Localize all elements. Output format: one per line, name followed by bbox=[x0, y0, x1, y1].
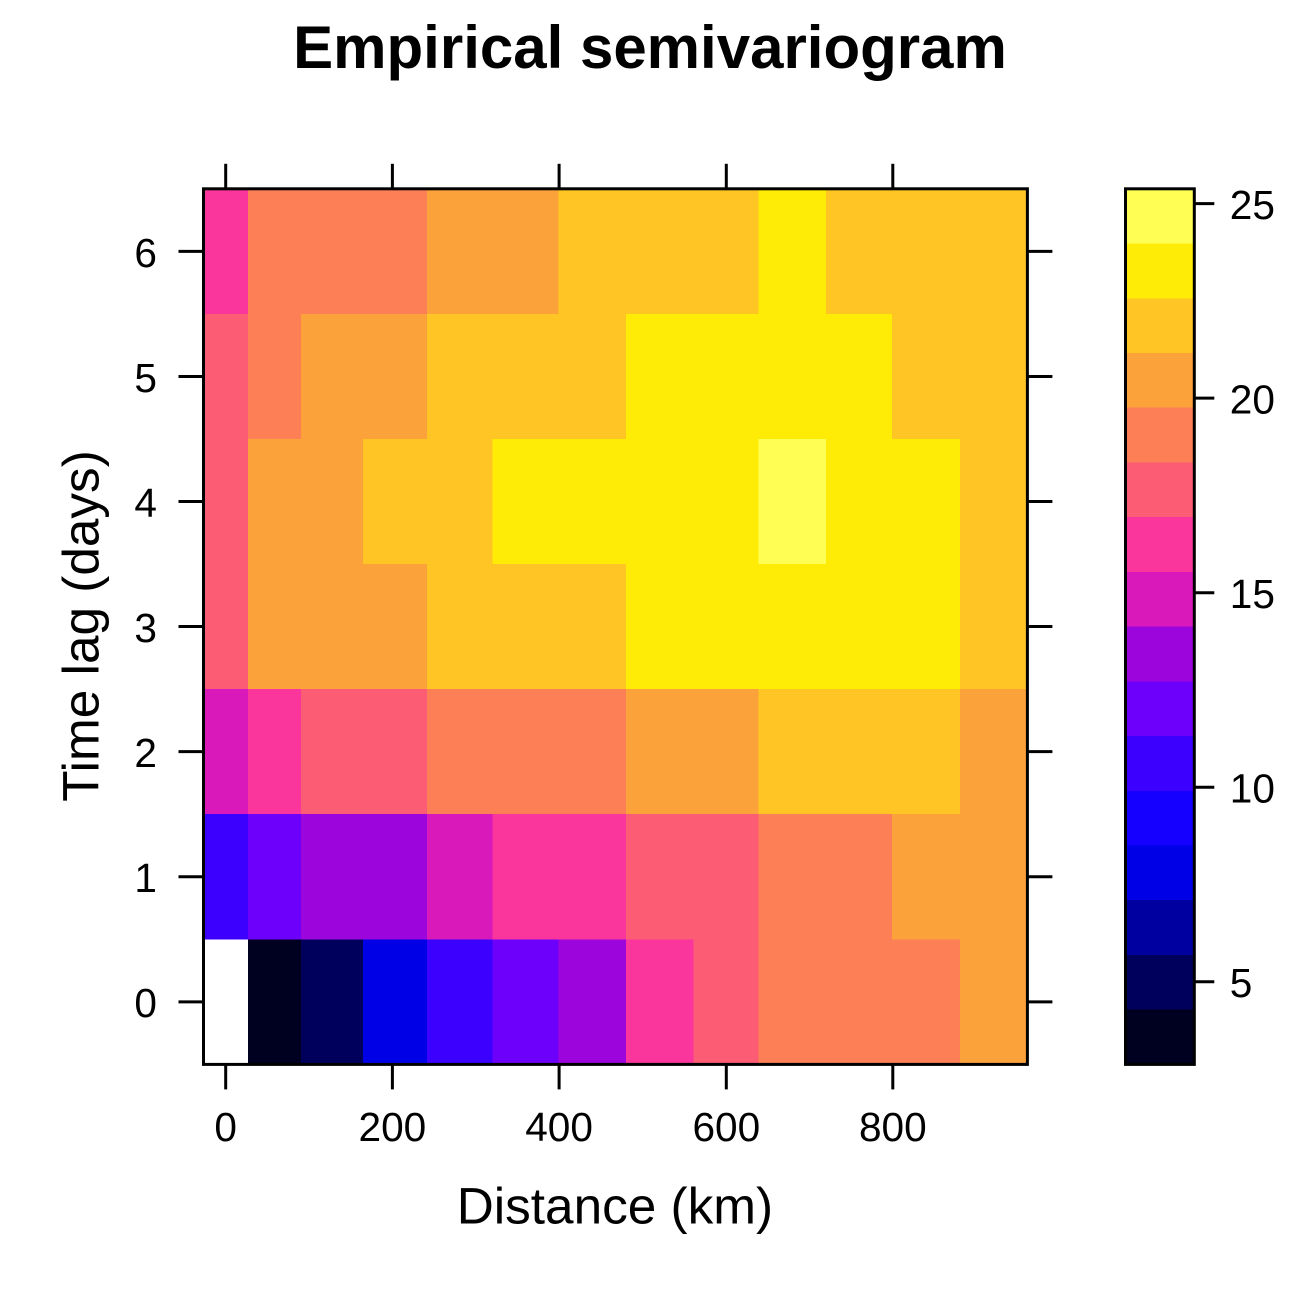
svg-text:Distance (km): Distance (km) bbox=[457, 1178, 773, 1235]
svg-text:25: 25 bbox=[1230, 182, 1275, 228]
svg-text:1: 1 bbox=[134, 855, 157, 901]
svg-text:5: 5 bbox=[134, 355, 157, 401]
svg-text:400: 400 bbox=[525, 1104, 593, 1150]
svg-text:0: 0 bbox=[134, 980, 157, 1026]
svg-text:2: 2 bbox=[134, 730, 157, 776]
svg-text:15: 15 bbox=[1230, 571, 1275, 617]
svg-text:5: 5 bbox=[1230, 960, 1253, 1006]
svg-text:4: 4 bbox=[134, 480, 157, 526]
svg-text:6: 6 bbox=[134, 230, 157, 276]
svg-text:0: 0 bbox=[214, 1104, 237, 1150]
svg-text:800: 800 bbox=[859, 1104, 927, 1150]
svg-text:3: 3 bbox=[134, 605, 157, 651]
svg-text:20: 20 bbox=[1230, 377, 1275, 423]
svg-text:Time lag (days): Time lag (days) bbox=[53, 450, 110, 802]
svg-text:200: 200 bbox=[359, 1104, 427, 1150]
svg-text:600: 600 bbox=[692, 1104, 760, 1150]
svg-text:Empirical semivariogram: Empirical semivariogram bbox=[293, 14, 1007, 81]
svg-text:10: 10 bbox=[1230, 766, 1275, 812]
